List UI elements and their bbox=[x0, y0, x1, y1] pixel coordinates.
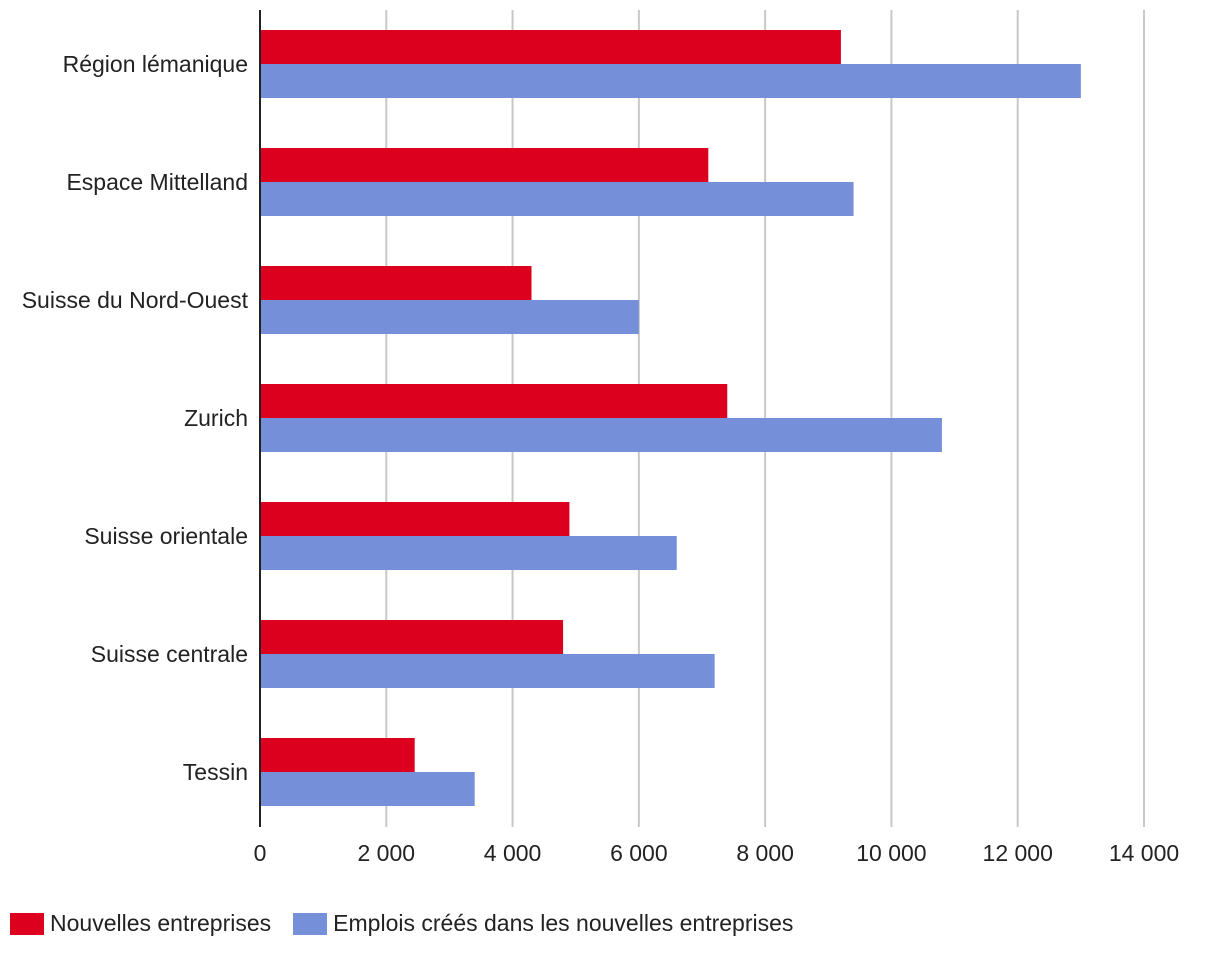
x-tick-label: 0 bbox=[254, 840, 267, 866]
bar-nouvelles-entreprises-2 bbox=[260, 266, 532, 300]
bar-nouvelles-entreprises-0 bbox=[260, 30, 841, 64]
bar-emplois-4 bbox=[260, 536, 677, 570]
legend-label-series-1: Nouvelles entreprises bbox=[50, 910, 272, 936]
bar-chart: Région lémanique Espace Mittelland Suisse … bbox=[22, 10, 1180, 866]
legend-item-series-1: Nouvelles entreprises bbox=[10, 910, 271, 937]
category-label: Espace Mittelland bbox=[66, 169, 248, 195]
legend-label-series-2: Emplois créés dans les nouvelles entrepr… bbox=[333, 910, 794, 936]
bar-emplois-6 bbox=[260, 772, 475, 806]
bars-group bbox=[260, 30, 1081, 806]
category-label: Zurich bbox=[184, 405, 248, 431]
x-tick-label: 2 000 bbox=[358, 840, 416, 866]
x-tick-label: 4 000 bbox=[484, 840, 542, 866]
x-tick-label: 12 000 bbox=[983, 840, 1053, 866]
legend-swatch-series-2 bbox=[293, 912, 328, 935]
legend: Nouvelles entreprises Emplois créés dans… bbox=[10, 910, 815, 937]
category-label: Suisse orientale bbox=[84, 523, 248, 549]
x-tick-label: 14 000 bbox=[1109, 840, 1179, 866]
category-label: Tessin bbox=[183, 759, 248, 785]
bar-nouvelles-entreprises-5 bbox=[260, 620, 564, 654]
category-label: Région lémanique bbox=[63, 51, 248, 77]
bar-nouvelles-entreprises-3 bbox=[260, 384, 728, 418]
bar-emplois-1 bbox=[260, 182, 854, 216]
x-tick-labels: 0 2 000 4 000 6 000 8 000 10 000 12 000 14 000 bbox=[254, 840, 1180, 866]
category-labels: Région lémanique Espace Mittelland Suisse … bbox=[22, 51, 249, 785]
x-tick-label: 8 000 bbox=[736, 840, 794, 866]
bar-emplois-3 bbox=[260, 418, 942, 452]
bar-nouvelles-entreprises-1 bbox=[260, 148, 709, 182]
category-label: Suisse du Nord-Ouest bbox=[22, 287, 249, 313]
bar-emplois-0 bbox=[260, 64, 1081, 98]
bar-emplois-5 bbox=[260, 654, 715, 688]
bar-emplois-2 bbox=[260, 300, 639, 334]
x-tick-label: 6 000 bbox=[610, 840, 668, 866]
legend-swatch-series-1 bbox=[10, 912, 44, 935]
bar-nouvelles-entreprises-4 bbox=[260, 502, 570, 536]
x-tick-label: 10 000 bbox=[856, 840, 926, 866]
category-label: Suisse centrale bbox=[91, 641, 248, 667]
legend-item-series-2: Emplois créés dans les nouvelles entrepr… bbox=[293, 910, 793, 937]
bar-nouvelles-entreprises-6 bbox=[260, 738, 415, 772]
